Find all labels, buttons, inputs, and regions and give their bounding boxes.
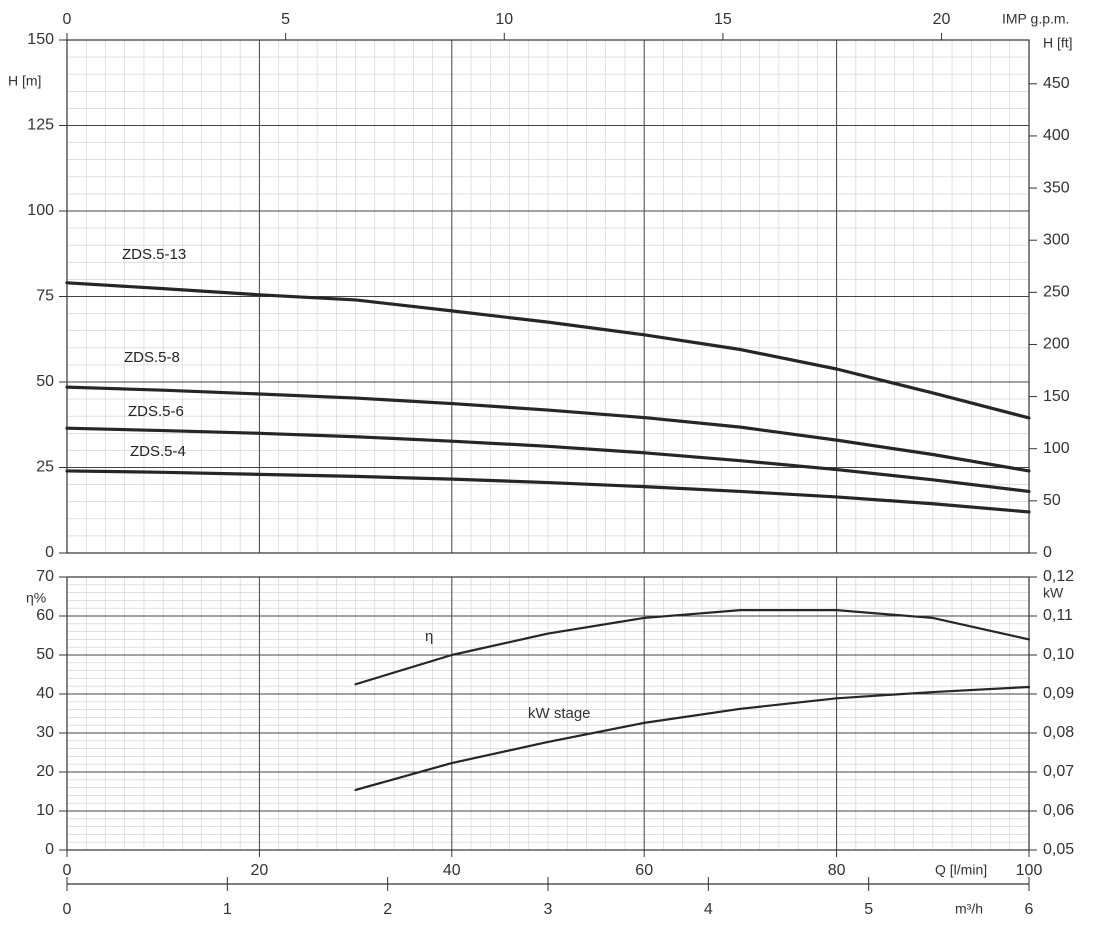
plot-frame (66, 576, 1030, 851)
y-tick-label: 25 (36, 459, 54, 476)
y2-tick-label: 50 (1043, 492, 1061, 509)
series-line (65, 281, 1031, 420)
y-tick-label: 30 (36, 724, 54, 741)
series-line (65, 385, 1031, 473)
y2-tick-label: 0,07 (1043, 763, 1074, 780)
y2-tick-label: 0,09 (1043, 685, 1074, 702)
series-label: kW stage (528, 705, 591, 722)
y2-tick-label: 350 (1043, 179, 1070, 196)
x2-tick-label: 1 (223, 901, 232, 918)
y-tick-label: 0 (45, 841, 54, 858)
y-label: η% (26, 590, 46, 606)
series-label: ZDS.5-13 (122, 246, 186, 263)
series-label: ZDS.5-8 (124, 349, 180, 366)
y-tick-label: 50 (36, 373, 54, 390)
x2-tick-label: 2 (383, 901, 392, 918)
y2-tick-label: 100 (1043, 440, 1070, 457)
x2-tick-label: 0 (63, 901, 72, 918)
y2-tick-label: 0,05 (1043, 841, 1074, 858)
y2-tick-label: 150 (1043, 388, 1070, 405)
y-tick-label: 10 (36, 802, 54, 819)
top-x-tick-label: 0 (63, 11, 72, 28)
y-tick-label: 150 (27, 31, 54, 48)
series-line (65, 469, 1031, 514)
x2-tick-label: 4 (704, 901, 713, 918)
top-x-tick-label: 20 (933, 11, 951, 28)
x-tick-label: 0 (63, 862, 72, 879)
series-line (354, 609, 1031, 686)
y-tick-label: 60 (36, 607, 54, 624)
y2-label: kW (1043, 585, 1064, 601)
x2-tick-label: 5 (864, 901, 873, 918)
top-x-tick-label: 15 (714, 11, 732, 28)
y-tick-label: 20 (36, 763, 54, 780)
y2-tick-label: 0,11 (1043, 607, 1073, 624)
series-label: η (425, 628, 433, 645)
y2-tick-label: 400 (1043, 127, 1070, 144)
y2-tick-label: 0,10 (1043, 646, 1074, 663)
x-tick-label: 40 (443, 862, 461, 879)
x-tick-label: 60 (635, 862, 653, 879)
y2-tick-label: 450 (1043, 75, 1070, 92)
x-label: Q [l/min] (935, 862, 987, 878)
y2-tick-label: 0,08 (1043, 724, 1074, 741)
x2-label: m³/h (955, 901, 983, 917)
y2-tick-label: 0,06 (1043, 802, 1074, 819)
top-x-label: IMP g.p.m. (1002, 11, 1069, 27)
y-tick-label: 40 (36, 685, 54, 702)
series-label: ZDS.5-6 (128, 403, 184, 420)
y-tick-label: 70 (36, 568, 54, 585)
y2-tick-label: 250 (1043, 284, 1070, 301)
top-x-tick-label: 10 (495, 11, 513, 28)
y2-tick-label: 0 (1043, 544, 1052, 561)
y2-tick-label: 300 (1043, 231, 1070, 248)
y-tick-label: 50 (36, 646, 54, 663)
y-tick-label: 100 (27, 202, 54, 219)
series-line (65, 426, 1031, 494)
y2-label: H [ft] (1043, 35, 1073, 51)
y-label: H [m] (8, 73, 41, 89)
y2-tick-label: 200 (1043, 336, 1070, 353)
x-tick-label: 80 (828, 862, 846, 879)
y2-tick-label: 0,12 (1043, 568, 1074, 585)
plot-frame (66, 39, 1030, 554)
x2-tick-label: 6 (1025, 901, 1034, 918)
series-line (354, 685, 1031, 792)
y-tick-label: 75 (36, 288, 54, 305)
y-tick-label: 0 (45, 544, 54, 561)
y-tick-label: 125 (27, 117, 54, 134)
top-x-tick-label: 5 (281, 11, 290, 28)
x-tick-label: 20 (251, 862, 269, 879)
x2-tick-label: 3 (544, 901, 553, 918)
series-label: ZDS.5-4 (130, 443, 186, 460)
x-tick-label: 100 (1016, 862, 1043, 879)
